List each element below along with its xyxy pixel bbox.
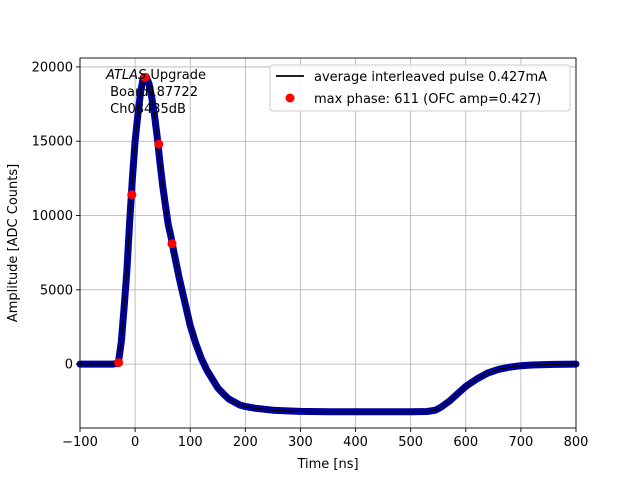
max-phase-point [114, 358, 124, 368]
legend-marker-swatch [285, 93, 295, 103]
upgrade-label: Upgrade [146, 68, 206, 83]
axes-frame [79, 57, 577, 429]
x-tick-label: 800 [564, 435, 589, 450]
svg-text:ATLAS Upgrade: ATLAS Upgrade [105, 68, 206, 83]
data-markers [114, 72, 177, 368]
pulse-line [80, 75, 577, 413]
max-phase-point [127, 190, 137, 200]
x-tick-label: 0 [131, 435, 139, 450]
x-tick-label: 200 [233, 435, 258, 450]
x-tick-label: 600 [453, 435, 478, 450]
x-tick-label: −100 [62, 435, 98, 450]
y-tick-label: 20000 [32, 60, 73, 75]
channel-label: Ch08435dB [106, 102, 186, 117]
atlas-label: ATLAS [105, 68, 146, 83]
y-axis-label: Amplitude [ADC Counts] [6, 164, 21, 322]
y-tick-label: 5000 [40, 283, 73, 298]
x-tick-label: 300 [288, 435, 313, 450]
max-phase-point [140, 72, 150, 82]
x-tick-label: 500 [398, 435, 423, 450]
legend: average interleaved pulse 0.427mA max ph… [269, 64, 571, 112]
max-phase-point [167, 239, 177, 249]
max-phase-point [154, 139, 164, 149]
x-axis-label: Time [ns] [296, 457, 358, 472]
y-axis-ticks: 0 5000 10000 15000 20000 [32, 60, 80, 373]
x-tick-label: 700 [508, 435, 533, 450]
x-axis-ticks: −100 0 100 200 300 400 500 600 700 800 [62, 428, 588, 450]
plot-area [76, 73, 580, 416]
legend-entry-pulse: average interleaved pulse 0.427mA [314, 70, 547, 85]
atlas-annotation: ATLAS Upgrade Board187722 Ch08435dB [105, 68, 206, 117]
board-label: Board187722 [106, 85, 198, 100]
legend-entry-max-phase: max phase: 611 (OFC amp=0.427) [314, 92, 541, 107]
x-tick-label: 400 [343, 435, 368, 450]
y-tick-label: 0 [65, 358, 73, 373]
y-tick-label: 15000 [32, 135, 73, 150]
y-tick-label: 10000 [32, 209, 73, 224]
legend-box [269, 64, 571, 112]
x-tick-label: 100 [178, 435, 203, 450]
